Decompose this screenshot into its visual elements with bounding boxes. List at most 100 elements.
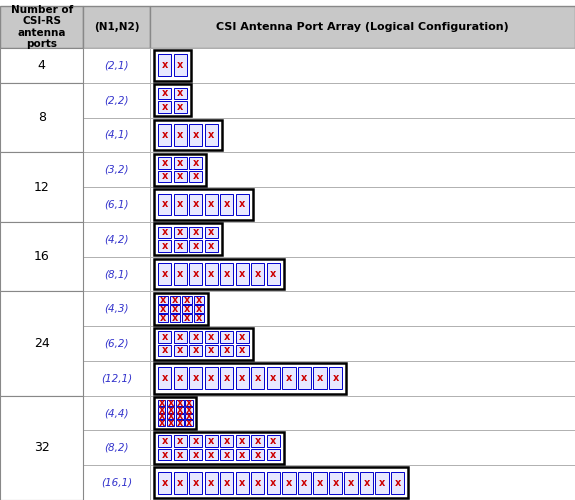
Text: x: x: [208, 269, 214, 279]
Text: (16,1): (16,1): [101, 478, 132, 488]
FancyBboxPatch shape: [205, 124, 218, 146]
FancyBboxPatch shape: [205, 226, 218, 238]
FancyBboxPatch shape: [158, 449, 171, 460]
FancyBboxPatch shape: [205, 436, 218, 447]
FancyBboxPatch shape: [158, 331, 171, 342]
Text: x: x: [177, 269, 183, 279]
FancyBboxPatch shape: [158, 88, 171, 99]
FancyBboxPatch shape: [83, 292, 150, 326]
Text: x: x: [186, 412, 192, 422]
FancyBboxPatch shape: [154, 432, 284, 464]
Text: x: x: [172, 304, 178, 314]
Text: x: x: [167, 398, 174, 408]
Text: x: x: [167, 412, 174, 422]
Text: (3,2): (3,2): [104, 164, 129, 174]
Text: x: x: [162, 436, 168, 446]
Text: x: x: [172, 313, 178, 323]
FancyBboxPatch shape: [267, 263, 280, 285]
Text: x: x: [184, 313, 190, 323]
FancyBboxPatch shape: [174, 472, 187, 494]
Text: x: x: [255, 450, 261, 460]
Text: x: x: [208, 374, 214, 384]
Text: x: x: [224, 332, 230, 342]
Text: x: x: [208, 450, 214, 460]
FancyBboxPatch shape: [189, 436, 202, 447]
Text: 8: 8: [38, 111, 45, 124]
FancyBboxPatch shape: [282, 472, 296, 494]
Text: x: x: [177, 228, 183, 237]
FancyBboxPatch shape: [298, 472, 311, 494]
Text: x: x: [162, 332, 168, 342]
FancyBboxPatch shape: [158, 194, 171, 216]
FancyBboxPatch shape: [150, 222, 575, 256]
FancyBboxPatch shape: [174, 88, 187, 99]
Text: (6,2): (6,2): [104, 338, 129, 348]
FancyBboxPatch shape: [176, 407, 183, 412]
FancyBboxPatch shape: [236, 436, 249, 447]
Text: x: x: [158, 412, 164, 422]
FancyBboxPatch shape: [154, 120, 222, 150]
FancyBboxPatch shape: [267, 436, 280, 447]
FancyBboxPatch shape: [251, 263, 264, 285]
FancyBboxPatch shape: [158, 400, 166, 406]
Text: x: x: [239, 200, 246, 209]
Text: 16: 16: [34, 250, 49, 263]
FancyBboxPatch shape: [174, 449, 187, 460]
Text: x: x: [208, 346, 214, 356]
FancyBboxPatch shape: [329, 368, 342, 389]
FancyBboxPatch shape: [150, 152, 575, 187]
FancyBboxPatch shape: [205, 263, 218, 285]
Text: x: x: [301, 478, 308, 488]
Text: x: x: [208, 200, 214, 209]
FancyBboxPatch shape: [174, 226, 187, 238]
FancyBboxPatch shape: [83, 152, 150, 187]
FancyBboxPatch shape: [189, 226, 202, 238]
FancyBboxPatch shape: [158, 157, 171, 168]
FancyBboxPatch shape: [189, 157, 202, 168]
Text: x: x: [286, 478, 292, 488]
Text: x: x: [193, 436, 199, 446]
Text: x: x: [162, 269, 168, 279]
Text: x: x: [193, 241, 199, 251]
FancyBboxPatch shape: [167, 407, 174, 412]
Text: x: x: [177, 346, 183, 356]
FancyBboxPatch shape: [0, 83, 83, 152]
FancyBboxPatch shape: [236, 263, 249, 285]
Text: x: x: [162, 60, 168, 70]
Text: x: x: [158, 418, 164, 428]
Text: x: x: [270, 478, 277, 488]
Text: x: x: [193, 200, 199, 209]
FancyBboxPatch shape: [158, 101, 171, 112]
Text: x: x: [160, 294, 166, 304]
Text: (4,2): (4,2): [104, 234, 129, 244]
Text: x: x: [224, 346, 230, 356]
FancyBboxPatch shape: [220, 472, 233, 494]
Text: x: x: [196, 294, 202, 304]
FancyBboxPatch shape: [154, 189, 253, 220]
FancyBboxPatch shape: [329, 472, 342, 494]
Text: x: x: [270, 269, 277, 279]
FancyBboxPatch shape: [194, 314, 205, 322]
FancyBboxPatch shape: [194, 296, 205, 304]
FancyBboxPatch shape: [205, 344, 218, 356]
Text: x: x: [177, 60, 183, 70]
FancyBboxPatch shape: [185, 414, 193, 420]
Text: x: x: [177, 404, 183, 414]
Text: x: x: [196, 313, 202, 323]
FancyBboxPatch shape: [189, 472, 202, 494]
Text: x: x: [239, 332, 246, 342]
FancyBboxPatch shape: [220, 368, 233, 389]
FancyBboxPatch shape: [267, 368, 280, 389]
FancyBboxPatch shape: [170, 296, 181, 304]
FancyBboxPatch shape: [0, 6, 83, 48]
FancyBboxPatch shape: [154, 397, 196, 429]
FancyBboxPatch shape: [185, 400, 193, 406]
Text: x: x: [224, 450, 230, 460]
FancyBboxPatch shape: [150, 6, 575, 48]
Text: x: x: [177, 88, 183, 99]
Text: x: x: [162, 172, 168, 181]
FancyBboxPatch shape: [205, 449, 218, 460]
Text: x: x: [239, 436, 246, 446]
FancyBboxPatch shape: [182, 305, 193, 312]
FancyBboxPatch shape: [313, 368, 327, 389]
